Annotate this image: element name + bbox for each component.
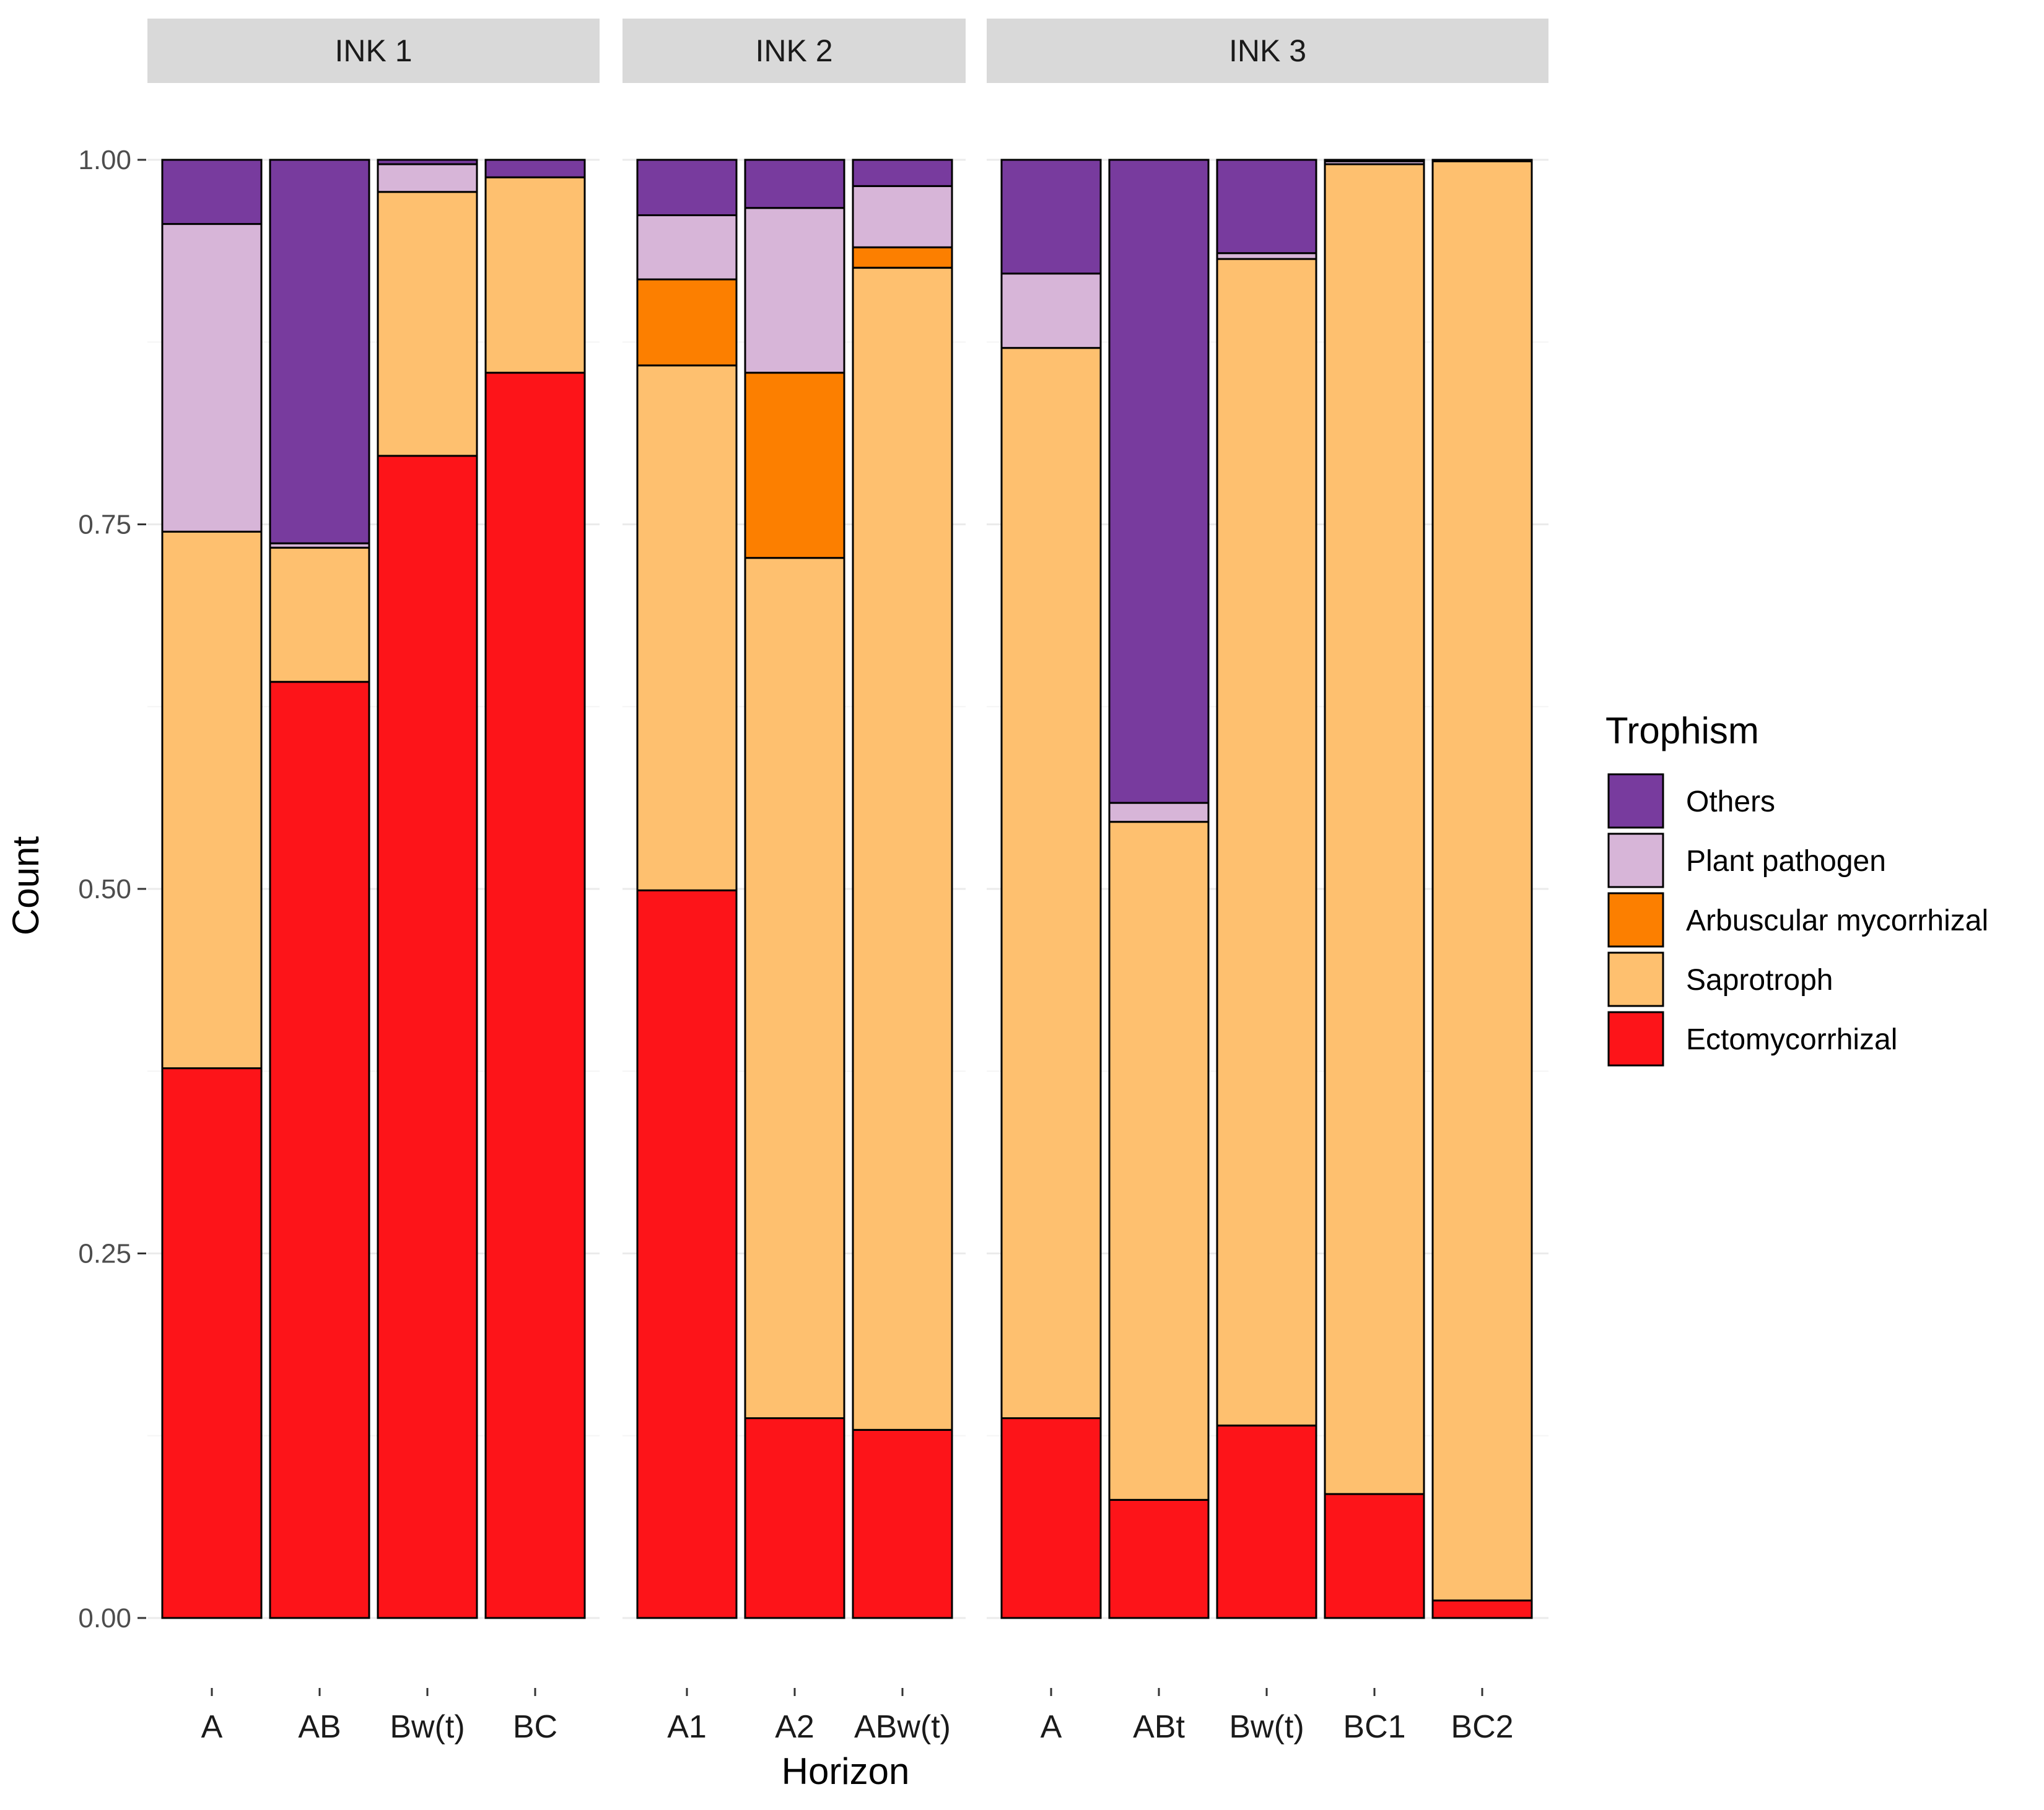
bar-segment-others xyxy=(1108,159,1210,804)
x-tick-label: Bw(t) xyxy=(390,1709,465,1745)
y-tick-label: 0.00 xyxy=(78,1603,131,1633)
panel-strip xyxy=(987,19,1548,83)
x-axis-title: Horizon xyxy=(782,1751,910,1792)
bar-segment-saprotroph xyxy=(1216,258,1317,1427)
panel-strip-label: INK 1 xyxy=(334,33,412,68)
panel-strip xyxy=(622,19,966,83)
bar-segment-saprotroph xyxy=(1000,347,1102,1420)
legend-key xyxy=(1607,1011,1664,1067)
legend-label: Plant pathogen xyxy=(1686,845,1886,878)
x-tick-label: A xyxy=(1041,1709,1062,1745)
bar-segment-saprotroph xyxy=(1431,160,1533,1602)
x-tick-label: BC2 xyxy=(1451,1709,1513,1745)
panel-3: INK 3 A ABt Bw(t) BC1 BC2 xyxy=(987,19,1548,1745)
bar-segment-ectomycorrhizal xyxy=(484,372,586,1619)
x-tick-label: A1 xyxy=(667,1709,707,1745)
bar-segment-plant-pathogen xyxy=(744,207,845,374)
legend: Trophism Others Plant pathogen Arbuscular … xyxy=(1605,710,1988,1067)
x-tick-label: Bw(t) xyxy=(1229,1709,1304,1745)
panel-2: INK 2 A1 A2 ABw(t) xyxy=(622,19,966,1745)
x-tick-label: ABt xyxy=(1133,1709,1185,1745)
x-tick-label: A xyxy=(201,1709,223,1745)
legend-label: Arbuscular mycorrhizal xyxy=(1686,904,1988,937)
x-tick-label: ABw(t) xyxy=(854,1709,951,1745)
bar-segment-ectomycorrhizal xyxy=(269,681,370,1619)
bar-segment-arbuscular-mycorrhizal xyxy=(852,246,953,269)
bar-segment-others xyxy=(1216,159,1317,255)
bar-segment-plant-pathogen xyxy=(377,163,478,193)
bar-segment-saprotroph xyxy=(269,546,370,683)
bar-segment-others xyxy=(744,159,845,209)
x-tick-label: AB xyxy=(298,1709,341,1745)
bar-segment-others xyxy=(1000,159,1102,275)
panel-1: INK 1 A AB Bw(t) BC xyxy=(147,19,600,1745)
legend-label: Others xyxy=(1686,785,1775,818)
facet-panels: INK 1 A AB Bw(t) BC INK 2 A1 A2 ABw(t) INK 3 A ABt B… xyxy=(147,19,1548,1745)
x-tick-label: A2 xyxy=(775,1709,815,1745)
panel-strip-label: INK 3 xyxy=(1229,33,1306,68)
legend-key xyxy=(1607,773,1664,829)
y-tick-label: 0.25 xyxy=(78,1239,131,1269)
x-tick-label: BC xyxy=(513,1709,557,1745)
legend-key xyxy=(1607,833,1664,888)
bar-segment-saprotroph xyxy=(1108,821,1210,1501)
y-tick-label: 1.00 xyxy=(78,145,131,175)
bar-segment-ectomycorrhizal xyxy=(161,1067,263,1619)
bar-segment-ectomycorrhizal xyxy=(377,455,478,1619)
bar-segment-plant-pathogen xyxy=(161,223,263,533)
y-axis: 0.00 0.25 0.50 0.75 1.00 xyxy=(78,145,146,1633)
y-axis-title: Count xyxy=(5,836,46,935)
bar-segment-saprotroph xyxy=(636,364,738,891)
legend-label: Saprotroph xyxy=(1686,964,1833,997)
bar-segment-ectomycorrhizal xyxy=(1216,1424,1317,1619)
bar-segment-others xyxy=(1324,159,1425,162)
bar-segment-saprotroph xyxy=(744,557,845,1420)
bar-segment-plant-pathogen xyxy=(852,185,953,248)
bar-segment-ectomycorrhizal xyxy=(1324,1493,1425,1619)
legend-key xyxy=(1607,892,1664,948)
bar-segment-saprotroph xyxy=(377,191,478,457)
bar-segment-ectomycorrhizal xyxy=(852,1428,953,1619)
panel-strip xyxy=(147,19,600,83)
bar-segment-saprotroph xyxy=(852,266,953,1431)
bar-segment-ectomycorrhizal xyxy=(1431,1599,1533,1619)
x-tick-label: BC1 xyxy=(1343,1709,1405,1745)
bar-segment-plant-pathogen xyxy=(1108,802,1210,823)
bar-segment-arbuscular-mycorrhizal xyxy=(744,372,845,559)
bar-segment-plant-pathogen xyxy=(1000,273,1102,349)
bar-segment-others xyxy=(636,159,738,216)
bar-segment-others xyxy=(269,159,370,544)
y-tick-label: 0.75 xyxy=(78,510,131,540)
panel-strip-label: INK 2 xyxy=(755,33,832,68)
bar-segment-ectomycorrhizal xyxy=(1000,1417,1102,1619)
bar-segment-saprotroph xyxy=(161,530,263,1070)
bar-segment-ectomycorrhizal xyxy=(744,1417,845,1619)
bar-segment-ectomycorrhizal xyxy=(1108,1498,1210,1619)
y-tick-label: 0.50 xyxy=(78,874,131,904)
bar-segment-others xyxy=(484,159,586,178)
bar-segment-others xyxy=(1431,159,1533,162)
bar-segment-plant-pathogen xyxy=(636,214,738,281)
bar-segment-saprotroph xyxy=(1324,163,1425,1495)
bar-segment-others xyxy=(161,159,263,225)
bar-segment-arbuscular-mycorrhizal xyxy=(636,278,738,367)
legend-label: Ectomycorrhizal xyxy=(1686,1023,1897,1056)
legend-key xyxy=(1607,951,1664,1007)
legend-title: Trophism xyxy=(1605,710,1759,751)
bar-segment-ectomycorrhizal xyxy=(636,889,738,1619)
bar-segment-others xyxy=(852,159,953,187)
bar-segment-others xyxy=(377,159,478,165)
bar-segment-saprotroph xyxy=(484,176,586,374)
